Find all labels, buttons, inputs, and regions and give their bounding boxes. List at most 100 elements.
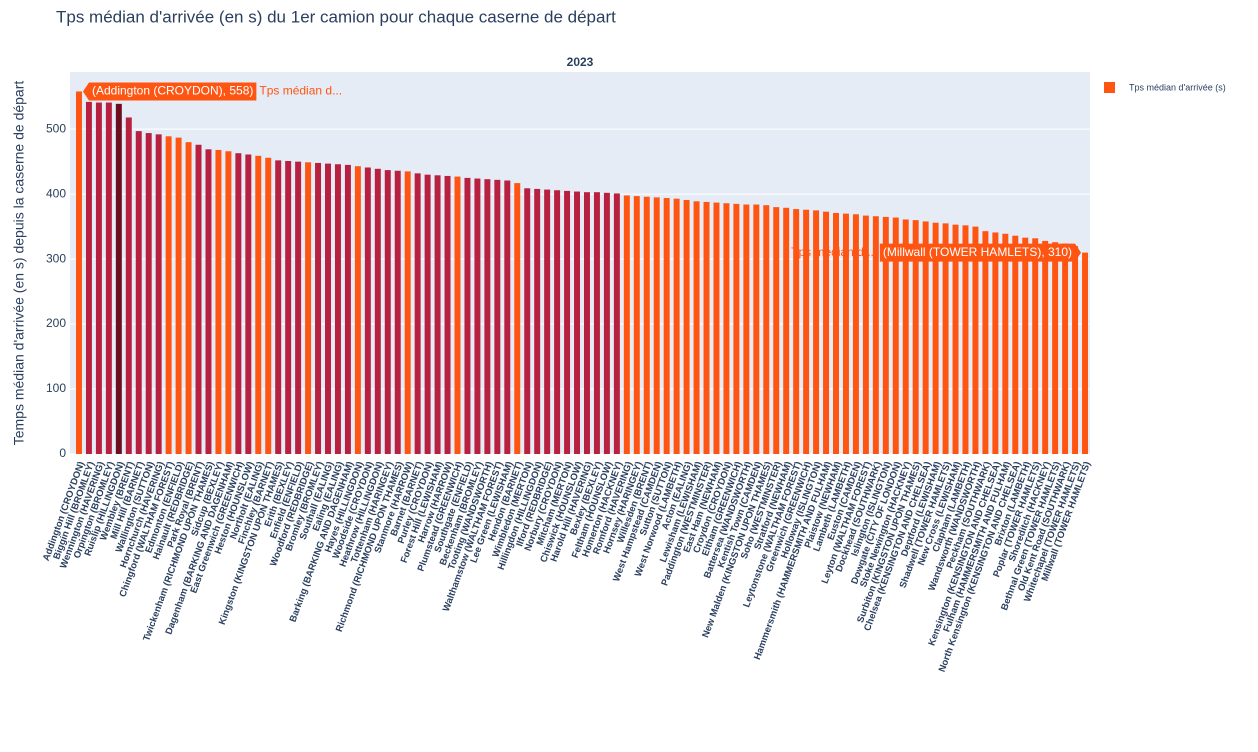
bar: [813, 210, 820, 454]
bar: [902, 219, 909, 454]
bar: [494, 179, 501, 454]
bar: [125, 117, 132, 454]
legend-label: Tps médian d'arrivée (s): [1129, 82, 1226, 92]
bar: [673, 198, 680, 454]
bar: [793, 209, 800, 454]
bar: [524, 188, 531, 454]
bar: [574, 191, 581, 454]
bar: [932, 222, 939, 454]
bar: [733, 203, 740, 454]
bar: [643, 196, 650, 455]
bar: [215, 149, 222, 455]
bar: [185, 142, 192, 454]
bar: [773, 207, 780, 454]
y-tick-label: 200: [46, 316, 66, 330]
hover-name: Tps médian d...: [259, 84, 342, 98]
bar: [444, 175, 451, 455]
bar: [534, 188, 541, 454]
hover-text: (Addington (CROYDON), 558): [92, 84, 253, 98]
bar: [135, 131, 142, 454]
bar: [424, 174, 431, 455]
subplot-title: 2023: [567, 55, 594, 69]
chart-title: Tps médian d'arrivée (en s) du 1er camio…: [56, 7, 616, 26]
bar: [1022, 237, 1029, 454]
bar: [85, 101, 92, 455]
bar: [962, 225, 969, 454]
bar: [1012, 235, 1019, 454]
hover-text: (Millwall (TOWER HAMLETS), 310): [883, 245, 1072, 259]
bar: [484, 179, 491, 454]
bar: [474, 178, 481, 454]
bar: [175, 137, 182, 454]
bar: [275, 160, 282, 454]
y-tick-label: 500: [46, 121, 66, 135]
bar: [623, 195, 630, 455]
bar: [564, 190, 571, 454]
bar: [713, 202, 720, 454]
bar: [354, 166, 361, 454]
bar: [803, 209, 810, 454]
bar: [683, 199, 690, 454]
bar: [394, 170, 401, 455]
bar: [265, 157, 272, 454]
bar: [235, 153, 242, 454]
bar: [75, 91, 82, 454]
bar: [514, 183, 521, 454]
bar: [1032, 238, 1039, 454]
bar: [1042, 240, 1049, 454]
bar: [753, 204, 760, 454]
bar: [703, 201, 710, 454]
bar: [842, 213, 849, 454]
hover-label: (Millwall (TOWER HAMLETS), 310) Tps média…: [791, 243, 1082, 262]
hover-name: Tps médian d...: [791, 245, 874, 259]
y-tick-label: 400: [46, 186, 66, 200]
bar: [344, 164, 351, 454]
bar: [1052, 242, 1059, 454]
bar: [982, 231, 989, 454]
bar: [165, 136, 172, 454]
bar: [912, 220, 919, 454]
bar: [245, 154, 252, 454]
y-tick-label: 0: [59, 446, 66, 460]
bar: [872, 216, 879, 454]
bar: [195, 144, 202, 454]
bar: [364, 167, 371, 454]
bar: [334, 164, 341, 454]
hover-box: [82, 82, 257, 101]
bar: [225, 151, 232, 455]
bar: [663, 198, 670, 454]
bar: [95, 102, 102, 455]
bar: [942, 223, 949, 454]
bar: [105, 102, 112, 455]
bar: [892, 217, 899, 454]
bar: [723, 203, 730, 454]
bar: [823, 211, 830, 454]
legend-swatch: [1104, 82, 1115, 93]
bar: [922, 221, 929, 454]
bar: [454, 176, 461, 454]
bar: [783, 207, 790, 454]
bar: [554, 190, 561, 454]
bar: [285, 161, 292, 454]
bar: [693, 201, 700, 454]
bar: [633, 196, 640, 455]
bar: [464, 177, 471, 454]
bar: [653, 197, 660, 455]
hover-box: [879, 243, 1082, 262]
bar: [1002, 233, 1009, 454]
bar: [155, 134, 162, 454]
bar: [295, 161, 302, 454]
bar: [593, 192, 600, 454]
bar: [255, 155, 262, 454]
bar: [504, 180, 511, 454]
y-tick-label: 300: [46, 251, 66, 265]
bar: [325, 163, 331, 454]
bar: [862, 215, 869, 454]
bar: [992, 232, 999, 454]
bar: [763, 205, 770, 454]
bar: [404, 171, 411, 455]
bar: [374, 168, 381, 454]
bar: [952, 224, 959, 454]
bar: [1062, 243, 1069, 454]
